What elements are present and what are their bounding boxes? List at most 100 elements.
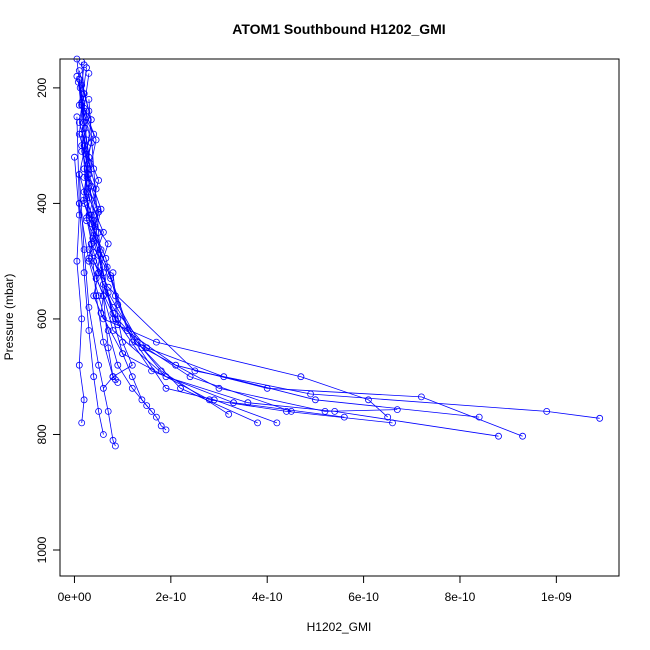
data-point: [75, 211, 83, 219]
data-point: [73, 257, 81, 265]
x-tick-label: 0e+00: [58, 590, 92, 604]
x-axis-label: H1202_GMI: [307, 620, 372, 634]
data-point: [95, 176, 102, 184]
data-point: [225, 410, 233, 418]
data-point: [109, 269, 117, 277]
series-5-line: [77, 82, 393, 424]
y-axis: 200 400 600 800 1000: [35, 78, 60, 563]
data-point: [87, 220, 95, 228]
data-point: [283, 407, 290, 415]
data-point: [495, 432, 502, 440]
x-tick-label: 6e-10: [348, 590, 379, 604]
data-point: [114, 315, 122, 323]
data-point: [114, 361, 122, 369]
data-point: [83, 64, 90, 72]
data-point: [162, 384, 170, 392]
data-point: [85, 303, 93, 311]
data-point: [177, 384, 184, 392]
series-18: [71, 153, 88, 427]
series-4-line: [79, 87, 499, 437]
series-6-line: [81, 67, 398, 412]
data-point: [75, 119, 83, 126]
data-point: [75, 361, 83, 369]
data-point: [78, 315, 86, 323]
x-tick-label: 1e-09: [541, 590, 572, 604]
data-point: [100, 338, 107, 346]
data-point: [80, 246, 88, 254]
data-point: [100, 280, 107, 288]
x-tick-label: 2e-10: [155, 590, 186, 604]
data-layer: [71, 55, 604, 450]
data-point: [186, 373, 194, 381]
series-9: [78, 81, 262, 427]
data-point: [97, 309, 105, 317]
data-point: [75, 67, 83, 74]
y-tick-label: 400: [35, 193, 49, 213]
data-point: [80, 173, 88, 181]
data-point: [254, 419, 262, 427]
chart-title: ATOM1 Southbound H1202_GMI: [232, 21, 445, 37]
data-point: [417, 393, 425, 401]
data-point: [102, 254, 110, 262]
data-point: [297, 373, 305, 381]
data-point: [73, 113, 81, 121]
series-14: [75, 171, 119, 450]
series-9-line: [81, 84, 258, 424]
data-point: [104, 407, 112, 415]
data-point: [95, 251, 102, 259]
data-point: [100, 228, 107, 236]
series-11-line: [76, 58, 229, 415]
data-point: [152, 413, 160, 421]
data-point: [210, 396, 218, 404]
data-point: [273, 419, 281, 427]
data-point: [143, 402, 151, 410]
data-point: [148, 407, 156, 415]
data-point: [109, 315, 117, 323]
data-point: [112, 292, 119, 300]
data-point: [311, 396, 319, 404]
data-point: [393, 406, 401, 414]
data-point: [85, 165, 93, 173]
data-point: [97, 205, 105, 213]
data-point: [83, 188, 90, 196]
series-0: [75, 58, 392, 421]
data-point: [83, 136, 90, 144]
data-point: [75, 130, 83, 138]
series-15-line: [76, 116, 104, 435]
data-point: [85, 327, 93, 334]
data-point: [152, 338, 160, 346]
data-point: [80, 269, 88, 277]
data-point: [340, 413, 348, 421]
y-tick-label: 800: [35, 424, 49, 444]
data-point: [90, 211, 98, 219]
data-point: [78, 419, 86, 427]
data-point: [85, 70, 93, 77]
series-19-line: [103, 272, 133, 389]
data-point: [87, 240, 95, 248]
data-point: [95, 407, 102, 415]
plot-frame: [59, 58, 620, 577]
data-point: [71, 153, 78, 161]
data-point: [128, 373, 136, 381]
data-point: [287, 407, 295, 415]
data-point: [100, 431, 107, 438]
data-point: [104, 344, 112, 352]
series-19: [100, 269, 136, 392]
data-point: [95, 292, 102, 300]
series-2-line: [78, 64, 600, 419]
data-point: [80, 90, 88, 98]
data-point: [100, 292, 107, 300]
data-point: [80, 142, 88, 150]
series-7-line: [78, 79, 345, 418]
data-point: [95, 361, 102, 369]
data-point: [109, 373, 117, 381]
data-point: [75, 199, 83, 207]
series-10: [75, 90, 281, 427]
data-point: [90, 165, 98, 173]
data-point: [119, 350, 126, 358]
x-axis: 0e+00 2e-10 4e-10 6e-10 8e-10 1e-09: [58, 576, 572, 604]
series-14-line: [78, 174, 116, 447]
data-point: [85, 257, 93, 265]
series-3-line: [76, 76, 523, 437]
